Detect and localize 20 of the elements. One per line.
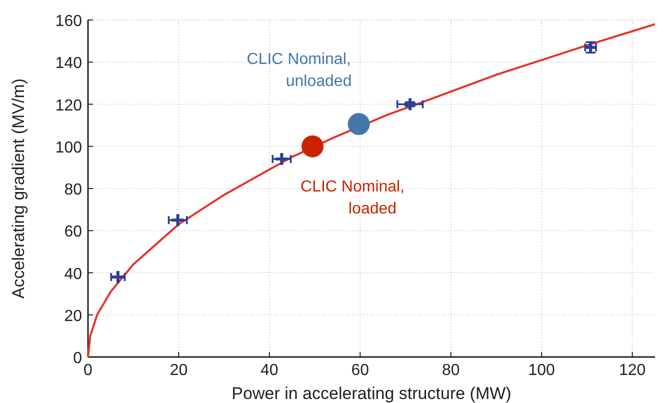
x-tick-label: 40 (260, 362, 278, 379)
y-tick-label: 20 (64, 308, 82, 325)
annotation: CLIC Nominal, loaded (300, 178, 405, 218)
x-tick-label: 0 (84, 362, 93, 379)
y-tick-label: 100 (55, 139, 82, 156)
x-tick-label: 120 (618, 362, 646, 379)
y-tick-label: 80 (64, 182, 82, 198)
x-tick-label: 60 (351, 362, 370, 379)
x-tick-label: 100 (528, 362, 556, 379)
x-tick-label: 20 (170, 362, 188, 379)
y-tick-label: 140 (55, 55, 82, 72)
y-tick-label: 60 (64, 224, 82, 241)
y-tick-label: 120 (55, 97, 82, 114)
y-tick-label: 160 (55, 13, 82, 30)
y-tick-label: 0 (73, 350, 82, 367)
annotation: CLIC Nominal, unloaded (246, 51, 352, 90)
y-axis-title: Accelerating gradient (MV/m) (9, 78, 28, 299)
x-tick-label: 80 (442, 362, 460, 379)
x-axis-title: Power in accelerating structure (MW) (232, 384, 512, 403)
y-tick-label: 40 (64, 266, 82, 283)
